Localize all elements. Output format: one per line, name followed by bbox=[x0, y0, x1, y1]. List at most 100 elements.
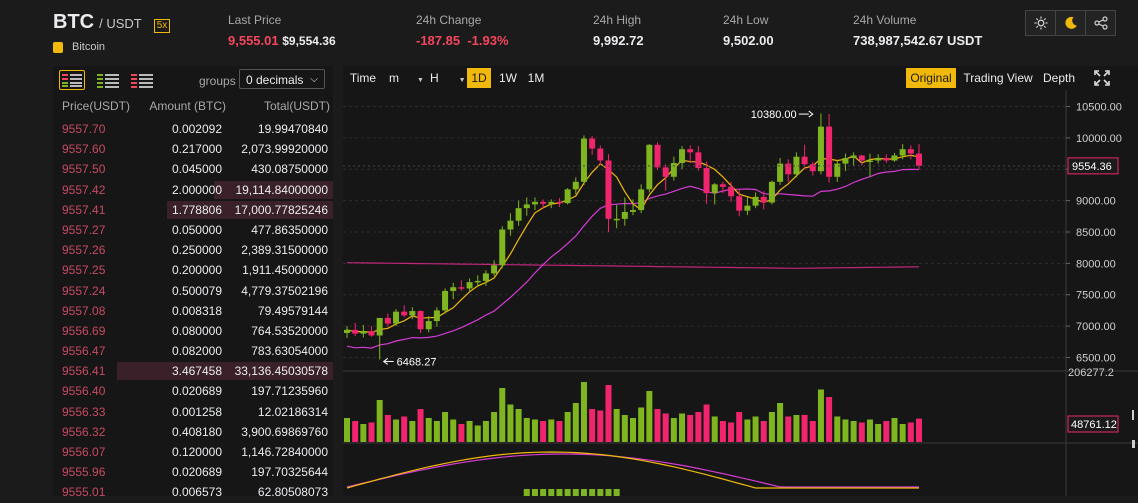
order-book: groups 0 decimals ⌵ Price(USDT) Amount (… bbox=[53, 66, 333, 499]
depth-chart-button[interactable]: Depth bbox=[1042, 71, 1076, 85]
indicator-histogram-bar bbox=[564, 489, 571, 496]
hour-dropdown[interactable]: H ▼ bbox=[427, 68, 466, 88]
volume-bar bbox=[687, 415, 694, 442]
arrow-icon bbox=[382, 358, 388, 365]
ask-row[interactable]: 9557.25 0.200000 1,911.45000000 bbox=[53, 260, 333, 280]
candle-body bbox=[785, 163, 792, 175]
candle-body bbox=[531, 201, 538, 205]
ask-amount: 0.200000 bbox=[171, 263, 222, 278]
ask-row[interactable]: 9556.32 0.408180 3,900.69869760 bbox=[53, 422, 333, 442]
ask-row[interactable]: 9556.69 0.080000 764.53520000 bbox=[53, 321, 333, 341]
candlestick-chart[interactable]: 10500.0010000.009500.009000.008500.00800… bbox=[343, 90, 1138, 496]
candle-body bbox=[474, 280, 481, 283]
volume-bar bbox=[826, 397, 833, 442]
ask-row[interactable]: 9555.96 0.020689 197.70325644 bbox=[53, 462, 333, 482]
tradingview-button[interactable]: Trading View bbox=[963, 71, 1033, 85]
ask-price: 9556.47 bbox=[62, 344, 106, 359]
ask-row[interactable]: 9557.24 0.500079 4,779.37502196 bbox=[53, 281, 333, 301]
sun-icon bbox=[1034, 16, 1047, 30]
ask-total: 197.71235960 bbox=[251, 384, 328, 399]
candle-body bbox=[850, 155, 857, 158]
ask-amount: 0.008318 bbox=[171, 303, 222, 318]
volume-bar bbox=[809, 421, 816, 442]
ask-row[interactable]: 9557.26 0.250000 2,389.31500000 bbox=[53, 240, 333, 260]
interval-1d-button[interactable]: 1D bbox=[467, 68, 491, 88]
layout-both-button[interactable] bbox=[59, 70, 85, 90]
ask-row[interactable]: 9557.50 0.045000 430.08750000 bbox=[53, 159, 333, 179]
candle-body bbox=[409, 311, 416, 316]
y-tick-label: 10500.00 bbox=[1076, 102, 1122, 114]
ask-row[interactable]: 9556.40 0.020689 197.71235960 bbox=[53, 381, 333, 401]
dark-theme-button[interactable] bbox=[1056, 10, 1086, 36]
ask-row[interactable]: 9557.60 0.217000 2,073.99920000 bbox=[53, 139, 333, 159]
indicator-signal-line bbox=[346, 453, 919, 488]
candle-body bbox=[744, 205, 751, 211]
volume-bar bbox=[760, 421, 767, 442]
trading-pair[interactable]: BTC / USDT 5x bbox=[53, 11, 171, 34]
candle-body bbox=[564, 189, 571, 204]
layout-bids-button[interactable] bbox=[95, 70, 121, 90]
light-theme-button[interactable] bbox=[1025, 10, 1056, 36]
volume-bar bbox=[744, 419, 751, 442]
ask-row[interactable]: 9556.33 0.001258 12.02186314 bbox=[53, 402, 333, 422]
decimals-select[interactable]: 0 decimals ⌵ bbox=[239, 69, 325, 89]
last-price-value: 9,555.01 bbox=[228, 33, 279, 48]
original-view-button[interactable]: Original bbox=[906, 68, 956, 88]
coin-info-link[interactable]: Bitcoin bbox=[53, 41, 105, 53]
volume-bar bbox=[662, 413, 669, 442]
candle-body bbox=[662, 167, 669, 177]
theme-share-group bbox=[1025, 10, 1116, 36]
ask-price: 9557.25 bbox=[62, 263, 106, 278]
volume-bar bbox=[450, 419, 457, 442]
ask-row[interactable]: 9556.41 3.467458 33,136.45030578 bbox=[53, 361, 333, 381]
ask-row[interactable]: 9557.08 0.008318 79.49579144 bbox=[53, 301, 333, 321]
candle-body bbox=[507, 220, 514, 230]
volume-bar bbox=[679, 413, 686, 442]
candle-body bbox=[556, 201, 563, 204]
high-marker-label: 10380.00 bbox=[751, 109, 797, 121]
volume-bar bbox=[907, 422, 914, 442]
share-button[interactable] bbox=[1086, 10, 1116, 36]
volume-bar bbox=[417, 409, 424, 442]
indicator-histogram-bar bbox=[589, 489, 596, 496]
volume-bar bbox=[711, 416, 718, 442]
candle-body bbox=[916, 153, 922, 166]
ask-row[interactable]: 9557.41 1.778806 17,000.77825246 bbox=[53, 200, 333, 220]
interval-1w-button[interactable]: 1W bbox=[499, 71, 517, 85]
ask-price: 9557.26 bbox=[62, 243, 106, 258]
volume-tag-box bbox=[1067, 415, 1119, 433]
last-price-usd: $9,554.36 bbox=[282, 34, 336, 48]
volume-value: 738,987,542.67 USDT bbox=[853, 33, 983, 48]
ask-row[interactable]: 9557.42 2.000000 19,114.84000000 bbox=[53, 180, 333, 200]
volume-bar bbox=[834, 416, 841, 442]
candle-body bbox=[834, 163, 841, 177]
minute-dropdown[interactable]: m ▼ bbox=[385, 68, 424, 88]
volume-bar bbox=[466, 421, 473, 442]
ask-row[interactable]: 9557.70 0.002092 19.99470840 bbox=[53, 119, 333, 139]
ask-amount: 0.080000 bbox=[171, 323, 222, 338]
candle-body bbox=[368, 331, 375, 336]
interval-1m-button[interactable]: 1M bbox=[527, 71, 545, 85]
volume-bar bbox=[401, 416, 408, 442]
volume-bar bbox=[442, 412, 449, 442]
candle-body bbox=[572, 181, 579, 190]
ask-row[interactable]: 9557.27 0.050000 477.86350000 bbox=[53, 220, 333, 240]
candle-body bbox=[826, 126, 833, 177]
candle-body bbox=[842, 157, 849, 164]
ask-row[interactable]: 9556.07 0.120000 1,146.72840000 bbox=[53, 442, 333, 462]
ask-row[interactable]: 9555.01 0.006573 62.80508073 bbox=[53, 482, 333, 502]
candle-body bbox=[613, 218, 620, 221]
ask-amount: 0.050000 bbox=[171, 222, 222, 237]
volume-bar bbox=[425, 418, 432, 442]
ask-row[interactable]: 9556.47 0.082000 783.63054000 bbox=[53, 341, 333, 361]
layout-asks-button[interactable] bbox=[129, 70, 155, 90]
ask-total: 430.08750000 bbox=[251, 162, 328, 177]
ask-total: 764.53520000 bbox=[251, 323, 328, 338]
candle-body bbox=[376, 317, 383, 336]
coin-name: Bitcoin bbox=[72, 41, 106, 53]
fullscreen-button[interactable] bbox=[1091, 68, 1113, 88]
ask-amount: 0.002092 bbox=[171, 122, 222, 136]
time-button[interactable]: Time bbox=[349, 71, 377, 85]
volume-bar bbox=[703, 404, 710, 442]
change-value: -187.85 -1.93% bbox=[416, 33, 509, 48]
